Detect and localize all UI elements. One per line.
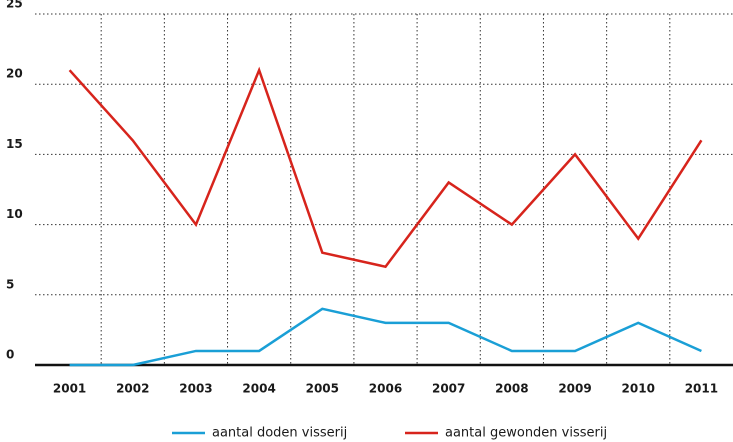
legend-label: aantal doden visserij <box>212 426 347 441</box>
x-tick-label: 2007 <box>432 382 465 396</box>
legend-label: aantal gewonden visserij <box>445 426 607 441</box>
x-tick-label: 2002 <box>116 382 149 396</box>
y-tick-label: 20 <box>6 67 23 81</box>
x-tick-label: 2003 <box>179 382 212 396</box>
y-tick-label: 0 <box>6 348 14 362</box>
y-tick-label: 5 <box>6 277 14 291</box>
x-tick-label: 2006 <box>369 382 402 396</box>
series-line <box>68 66 703 269</box>
x-tick-label: 2010 <box>622 382 655 396</box>
y-tick-label: 10 <box>6 207 23 221</box>
x-tick-label: 2005 <box>306 382 339 396</box>
x-tick-label: 2008 <box>495 382 528 396</box>
y-tick-label: 25 <box>6 0 23 11</box>
x-tick-label: 2009 <box>558 382 591 396</box>
x-tick-label: 2011 <box>685 382 718 396</box>
y-tick-label: 15 <box>6 137 23 151</box>
x-tick-label: 2001 <box>53 382 86 396</box>
series-line <box>69 307 702 367</box>
x-tick-label: 2004 <box>242 382 275 396</box>
